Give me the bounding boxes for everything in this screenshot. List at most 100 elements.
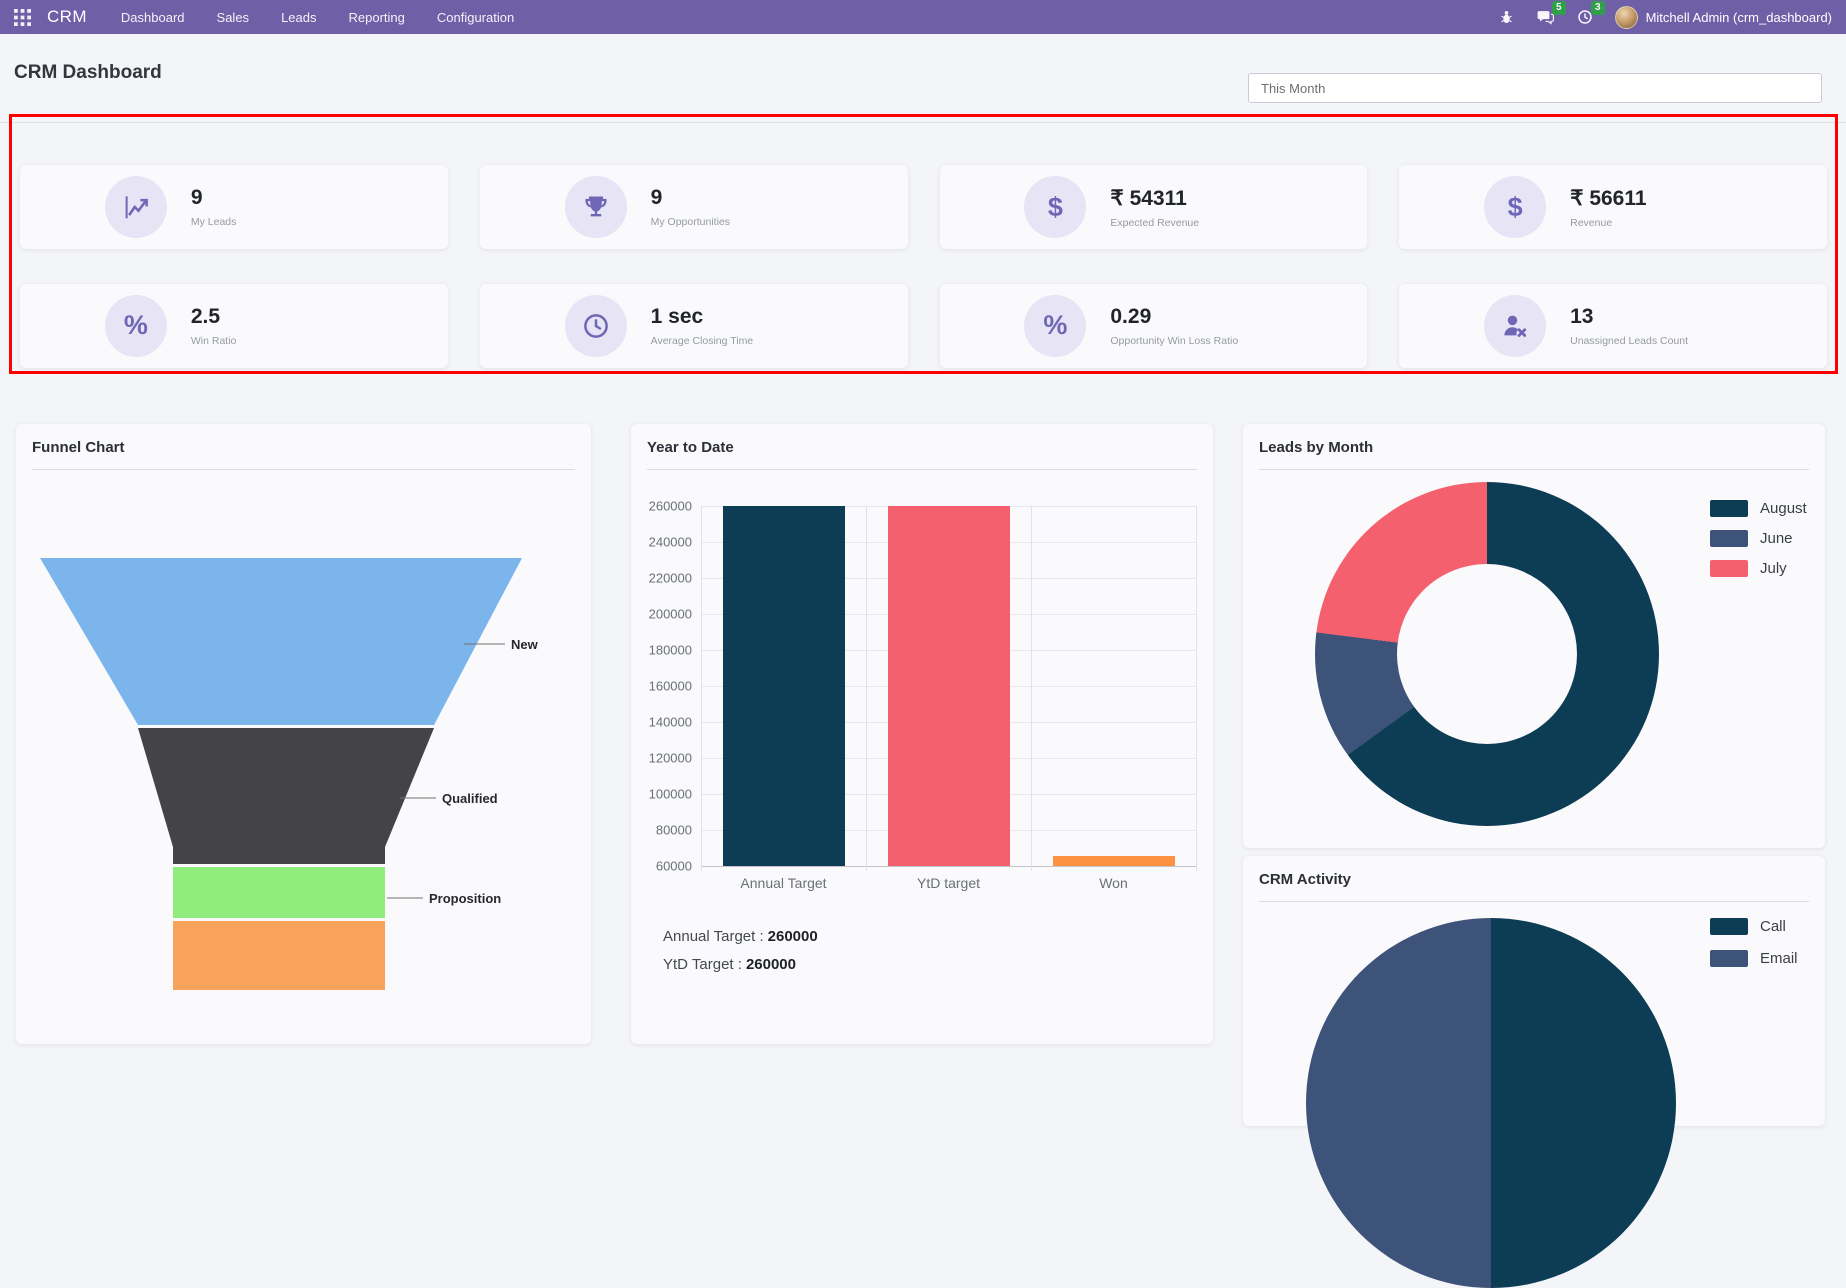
kpi-value: 9 xyxy=(190,186,203,209)
funnel-segment-4 xyxy=(173,921,385,990)
charts-row: Funnel Chart New Qualified Proposition Y… xyxy=(16,424,1825,1288)
ytd-plot: 60000 80000 100000 120000 140000 160000 180000… xyxy=(649,499,1197,891)
menu-reporting[interactable]: Reporting xyxy=(348,9,405,25)
card-separator xyxy=(32,469,575,470)
donut-legend: August June July xyxy=(1710,500,1807,577)
kpi-text: 1 sec Average Closing Time xyxy=(651,305,823,347)
legend-swatch xyxy=(1710,950,1748,967)
legend-label: Email xyxy=(1760,950,1798,967)
y-axis-tick: 100000 xyxy=(648,786,692,802)
kpi-card-my-leads[interactable]: 9 My Leads xyxy=(20,165,448,249)
card-title: Year to Date xyxy=(647,439,734,456)
kpi-text: 2.5 Win Ratio xyxy=(191,305,363,347)
legend-swatch xyxy=(1710,918,1748,935)
activity-legend: Call Email xyxy=(1710,918,1798,967)
legend-label: June xyxy=(1760,530,1793,547)
page-title: CRM Dashboard xyxy=(14,62,162,83)
y-axis-tick: 60000 xyxy=(655,858,692,874)
person-x-icon xyxy=(1484,294,1547,357)
y-axis-tick: 160000 xyxy=(648,678,692,694)
main-menu: Dashboard Sales Leads Reporting Configur… xyxy=(121,10,514,25)
legend-item-june[interactable]: June xyxy=(1710,530,1807,547)
kpi-value: 13 xyxy=(1570,304,1594,328)
kpi-card-win-ratio[interactable]: % 2.5 Win Ratio xyxy=(20,283,448,368)
activities-clock-icon[interactable]: 3 xyxy=(1576,1,1605,26)
y-axis-tick: 240000 xyxy=(648,534,692,550)
leads-by-month-donut xyxy=(1315,482,1659,826)
period-filter-value: This Month xyxy=(1261,80,1326,96)
right-column: Leads by Month August June July xyxy=(1243,424,1825,1288)
kpi-label: My Opportunities xyxy=(650,216,730,228)
menu-configuration[interactable]: Configuration xyxy=(436,9,515,25)
card-separator xyxy=(647,469,1197,470)
legend-item-august[interactable]: August xyxy=(1710,500,1807,517)
kpi-card-revenue[interactable]: $ ₹ 56611 Revenue xyxy=(1399,165,1827,249)
annotation-label: YtD Target : xyxy=(663,956,742,973)
crm-activity-pie xyxy=(1306,918,1676,1288)
kpi-text: 9 My Opportunities xyxy=(651,186,823,228)
kpi-label: Revenue xyxy=(1570,216,1613,229)
debug-bug-icon[interactable] xyxy=(1498,9,1515,26)
x-axis-label: Annual Target xyxy=(740,875,827,891)
funnel-chart-card: Funnel Chart New Qualified Proposition xyxy=(16,424,591,1044)
user-menu[interactable]: Mitchell Admin (crm_dashboard) xyxy=(1614,5,1832,29)
gridline xyxy=(1196,506,1197,871)
kpi-label: My Leads xyxy=(190,216,237,228)
kpi-highlight-region: 9 My Leads 9 My Opportunities $ ₹ 54311 … xyxy=(9,114,1838,374)
menu-leads[interactable]: Leads xyxy=(281,9,317,25)
kpi-card-average-closing-time[interactable]: 1 sec Average Closing Time xyxy=(479,283,908,368)
kpi-value: ₹ 56611 xyxy=(1570,186,1647,210)
kpi-card-unassigned-leads-count[interactable]: 13 Unassigned Leads Count xyxy=(1399,283,1827,368)
leads-by-month-card: Leads by Month August June July xyxy=(1243,424,1825,848)
funnel-segment-qualified xyxy=(138,728,434,864)
navbar-right: 5 3 Mitchell Admin (crm_dashboard) xyxy=(1498,0,1832,29)
funnel-label-qualified: Qualified xyxy=(442,791,498,806)
avatar xyxy=(1614,5,1638,29)
menu-dashboard[interactable]: Dashboard xyxy=(120,9,185,25)
ytd-target-annotation: YtD Target :260000 xyxy=(663,956,796,973)
gridline xyxy=(1031,506,1032,871)
kpi-text: 9 My Leads xyxy=(191,186,363,228)
apps-grid-icon[interactable] xyxy=(14,8,31,26)
year-to-date-card: Year to Date 60000 80000 100000 120000 14000… xyxy=(631,424,1213,1044)
y-axis-tick: 180000 xyxy=(648,642,692,658)
kpi-card-expected-revenue[interactable]: $ ₹ 54311 Expected Revenue xyxy=(939,165,1368,249)
kpi-text: ₹ 56611 Revenue xyxy=(1570,186,1742,229)
kpi-text: ₹ 54311 Expected Revenue xyxy=(1110,186,1282,229)
donut-hole xyxy=(1397,564,1577,744)
funnel-label-new: New xyxy=(511,637,539,652)
x-axis-label: YtD target xyxy=(916,875,981,891)
messages-badge: 5 xyxy=(1552,0,1566,15)
kpi-text: 0.29 Opportunity Win Loss Ratio xyxy=(1110,305,1282,347)
app-brand[interactable]: CRM xyxy=(47,7,87,26)
ytd-bar-annual-target xyxy=(722,506,845,866)
kpi-value: 9 xyxy=(650,186,663,209)
trophy-icon xyxy=(564,176,627,238)
menu-sales[interactable]: Sales xyxy=(216,9,250,25)
funnel-segment-new xyxy=(40,558,522,725)
annual-target-annotation: Annual Target :260000 xyxy=(663,928,818,945)
gridline xyxy=(701,506,702,871)
y-axis-tick: 140000 xyxy=(648,714,692,730)
activities-badge: 3 xyxy=(1591,1,1605,15)
legend-item-july[interactable]: July xyxy=(1710,560,1807,577)
clock-icon xyxy=(564,294,627,357)
legend-label: Call xyxy=(1760,918,1786,935)
top-navbar: CRM Dashboard Sales Leads Reporting Conf… xyxy=(0,0,1846,34)
user-name: Mitchell Admin (crm_dashboard) xyxy=(1645,9,1832,25)
annotation-value: 260000 xyxy=(767,928,818,945)
card-title: CRM Activity xyxy=(1259,871,1351,888)
kpi-value: ₹ 54311 xyxy=(1110,186,1187,210)
period-filter-select[interactable]: This Month xyxy=(1248,73,1822,103)
kpi-card-my-opportunities[interactable]: 9 My Opportunities xyxy=(479,165,908,249)
card-title: Funnel Chart xyxy=(32,439,125,456)
annotation-label: Annual Target : xyxy=(663,928,764,945)
kpi-label: Expected Revenue xyxy=(1110,216,1200,229)
kpi-card-opportunity-win-loss-ratio[interactable]: % 0.29 Opportunity Win Loss Ratio xyxy=(939,283,1368,368)
legend-item-email[interactable]: Email xyxy=(1710,950,1798,967)
legend-swatch xyxy=(1710,560,1748,577)
kpi-label: Opportunity Win Loss Ratio xyxy=(1110,334,1239,347)
legend-item-call[interactable]: Call xyxy=(1710,918,1798,935)
y-axis-tick: 120000 xyxy=(648,750,692,766)
messages-icon[interactable]: 5 xyxy=(1536,0,1566,27)
